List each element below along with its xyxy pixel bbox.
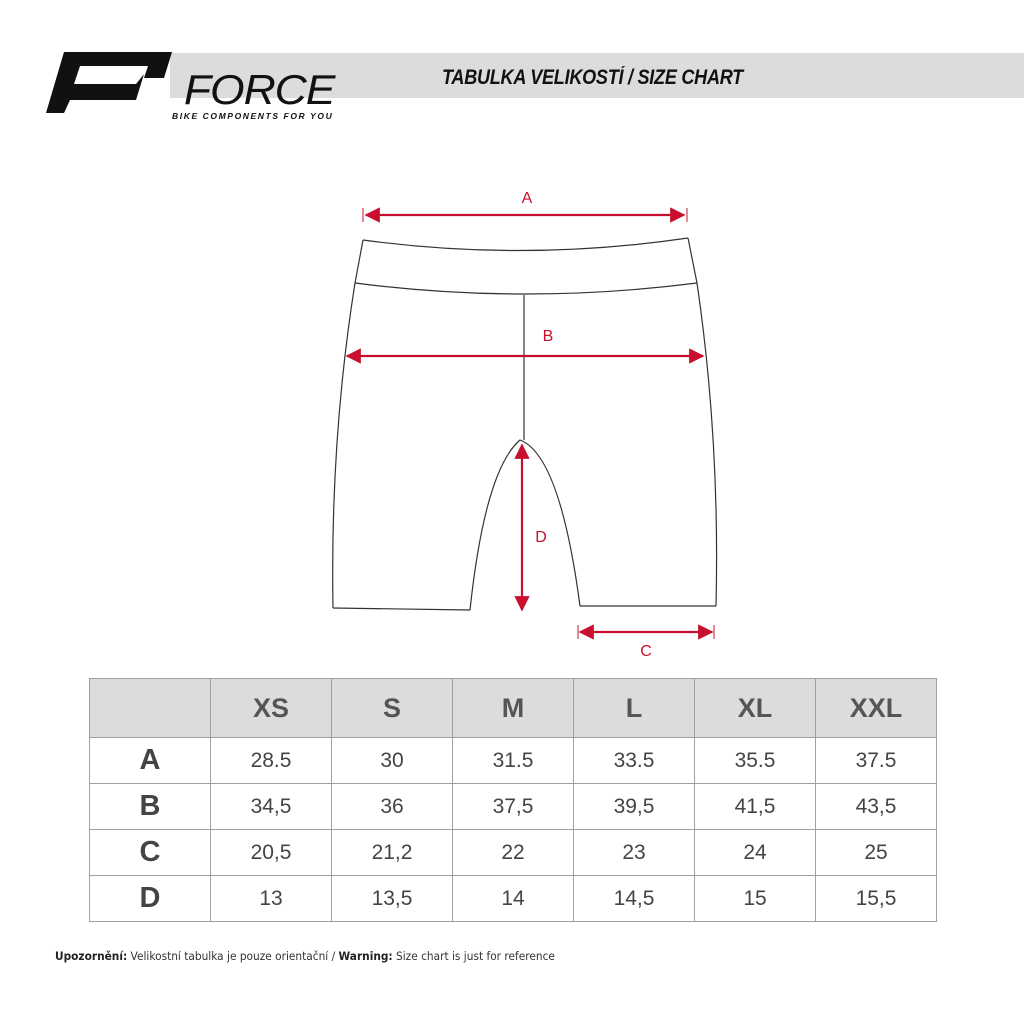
table-row: D 13 13,5 14 14,5 15 15,5: [89, 875, 937, 922]
label-d: D: [535, 529, 547, 546]
table-cell: 33.5: [573, 737, 695, 784]
table-row: C 20,5 21,2 22 23 24 25: [89, 829, 937, 876]
page-title: TABULKA VELIKOSTÍ / SIZE CHART: [442, 66, 743, 89]
table-cell: 13,5: [331, 875, 453, 922]
column-header-m: M: [452, 678, 574, 738]
table-cell: 23: [573, 829, 695, 876]
table-cell: 37.5: [815, 737, 937, 784]
label-b: B: [543, 328, 554, 345]
table-cell: 21,2: [331, 829, 453, 876]
warning-en-text: Size chart is just for reference: [392, 949, 555, 963]
right-side: [687, 237, 718, 607]
table-cell: 24: [694, 829, 816, 876]
column-header-l: L: [573, 678, 695, 738]
table-cell: 37,5: [452, 783, 574, 830]
table-cell: 34,5: [210, 783, 332, 830]
shorts-outline: [332, 237, 718, 611]
header-banner: [170, 53, 1024, 98]
shorts-diagram: A B D C: [332, 190, 718, 660]
warning-cz-text: Velikostní tabulka je pouze orientační /: [127, 949, 339, 963]
left-side: [332, 239, 364, 609]
footer-warning: Upozornění: Velikostní tabulka je pouze …: [55, 949, 555, 963]
table-cell: 41,5: [694, 783, 816, 830]
force-f-mark-icon: [46, 52, 172, 113]
column-header-xxl: XXL: [815, 678, 937, 738]
brand-tagline: BIKE COMPONENTS FOR YOU: [172, 111, 334, 121]
table-cell: 28.5: [210, 737, 332, 784]
table-cell: 20,5: [210, 829, 332, 876]
table-cell: 31.5: [452, 737, 574, 784]
size-table: XS S M L XL XXL A 28.5 30 31.5 33.5 35.5…: [89, 678, 937, 922]
table-cell: 35.5: [694, 737, 816, 784]
table-cell: 43,5: [815, 783, 937, 830]
table-cell: 36: [331, 783, 453, 830]
column-header-s: S: [331, 678, 453, 738]
force-logo: FORCE: [46, 52, 338, 114]
column-header: [89, 678, 211, 738]
column-header-xl: XL: [694, 678, 816, 738]
left-hem: [332, 607, 471, 611]
table-cell: 13: [210, 875, 332, 922]
table-cell: 25: [815, 829, 937, 876]
row-label: A: [89, 737, 211, 784]
table-cell: 15: [694, 875, 816, 922]
warning-cz-label: Upozornění:: [55, 949, 128, 963]
table-cell: 30: [331, 737, 453, 784]
table-cell: 39,5: [573, 783, 695, 830]
row-label: D: [89, 875, 211, 922]
row-label: B: [89, 783, 211, 830]
brand-wordmark: FORCE: [184, 67, 337, 114]
table-cell: 14: [452, 875, 574, 922]
table-header-row: XS S M L XL XXL: [89, 678, 937, 738]
table-row: A 28.5 30 31.5 33.5 35.5 37.5: [89, 737, 937, 784]
column-header-xs: XS: [210, 678, 332, 738]
table-row: B 34,5 36 37,5 39,5 41,5 43,5: [89, 783, 937, 830]
label-c: C: [640, 643, 652, 660]
waistband-top: [362, 237, 689, 252]
warning-en-label: Warning:: [338, 949, 393, 963]
inseam: [469, 439, 581, 611]
row-label: C: [89, 829, 211, 876]
table-cell: 15,5: [815, 875, 937, 922]
label-a: A: [522, 190, 533, 207]
waistband-bottom: [354, 282, 698, 295]
table-cell: 14,5: [573, 875, 695, 922]
table-cell: 22: [452, 829, 574, 876]
